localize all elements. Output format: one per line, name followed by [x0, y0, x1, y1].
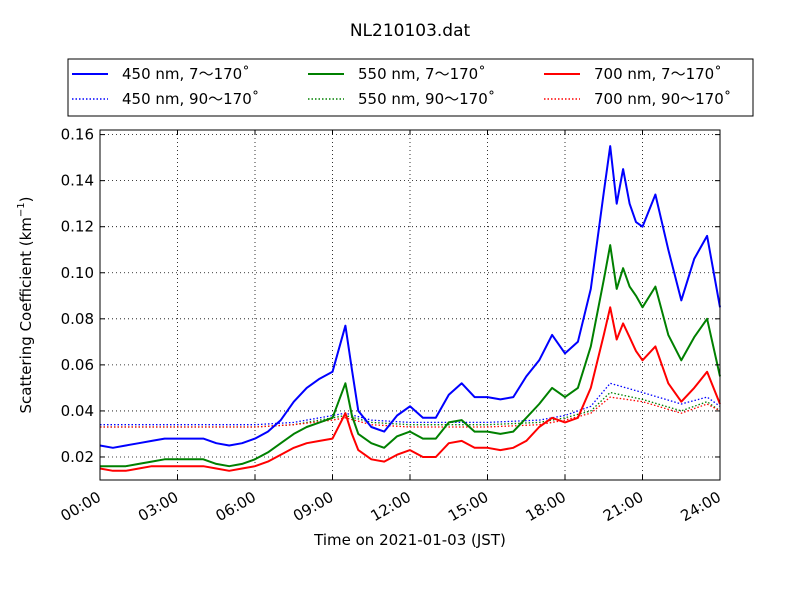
- legend-label: 550 nm, 7～170˚: [358, 65, 486, 83]
- x-tick-label: 18:00: [523, 488, 569, 525]
- y-axis-label-sup: −1: [16, 202, 27, 217]
- y-tick-label: 0.16: [61, 126, 94, 144]
- series-line-700-nm-90-170: [100, 396, 721, 428]
- series-line-550-nm-90-170: [100, 391, 721, 428]
- series-line-700-nm-7-170: [99, 306, 721, 472]
- x-axis-label: Time on 2021-01-03 (JST): [313, 531, 506, 549]
- y-tick-label: 0.02: [61, 448, 94, 466]
- legend-label: 700 nm, 7～170˚: [594, 65, 722, 83]
- axis-ticks: [99, 130, 721, 480]
- y-tick-label: 0.04: [61, 402, 94, 420]
- x-tick-label: 15:00: [445, 488, 491, 525]
- y-axis-label-main: Scattering Coefficient (km: [17, 217, 35, 413]
- y-tick-label: 0.12: [61, 218, 94, 236]
- x-tick-label: 12:00: [368, 488, 414, 525]
- x-tick-label: 24:00: [678, 488, 724, 525]
- grid: [100, 130, 720, 480]
- x-tick-label: 06:00: [213, 488, 259, 525]
- series-line-550-nm-7-170: [100, 244, 721, 468]
- y-tick-label: 0.10: [61, 264, 94, 282]
- y-tick-label: 0.14: [61, 172, 94, 190]
- chart-title: NL210103.dat: [350, 21, 471, 41]
- legend-label: 550 nm, 90～170˚: [358, 90, 495, 108]
- legend-label: 450 nm, 90～170˚: [122, 90, 259, 108]
- x-tick-label: 00:00: [58, 488, 104, 525]
- legend-label: 700 nm, 90～170˚: [594, 90, 731, 108]
- legend-box: [67, 58, 754, 117]
- y-tick-label: 0.08: [61, 310, 94, 328]
- legend: 450 nm, 7～170˚ 450 nm, 90～170˚ 550 nm, 7～1…: [67, 58, 754, 117]
- x-tick-labels: 00:00 03:00 06:00 09:00 12:00 15:00 18:00 21:00…: [58, 488, 724, 525]
- series-lines: [99, 145, 721, 472]
- y-axis-label: Scattering Coefficient (km−1): [16, 196, 35, 413]
- y-tick-label: 0.06: [61, 356, 94, 374]
- series-line-450-nm-90-170: [100, 382, 721, 426]
- x-tick-label: 21:00: [600, 488, 646, 525]
- series-line-450-nm-7-170: [99, 145, 721, 449]
- legend-label: 450 nm, 7～170˚: [122, 65, 250, 83]
- x-tick-label: 09:00: [290, 488, 336, 525]
- x-tick-label: 03:00: [135, 488, 181, 525]
- y-axis-label-close: ): [17, 196, 35, 202]
- y-tick-labels: 0.02 0.04 0.06 0.08 0.10 0.12 0.14 0.16: [61, 126, 94, 466]
